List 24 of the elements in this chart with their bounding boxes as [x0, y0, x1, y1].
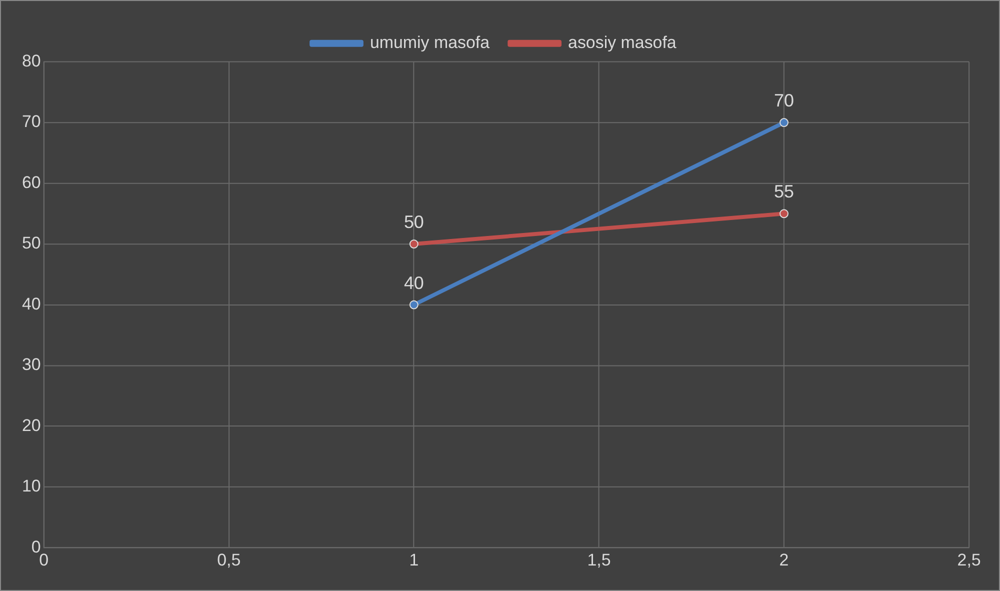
- y-tick-label: 20: [22, 416, 41, 435]
- x-tick-label: 1: [409, 550, 419, 570]
- y-tick-label: 60: [22, 172, 41, 192]
- x-tick-label: 1,5: [587, 550, 611, 570]
- point: [780, 209, 789, 218]
- legend-label: umumiy masofa: [370, 33, 490, 52]
- y-tick-label: 50: [22, 234, 41, 253]
- data-label: 40: [404, 272, 424, 293]
- point: [409, 240, 418, 249]
- y-tick-label: 80: [22, 51, 41, 70]
- point: [780, 118, 789, 128]
- y-tick-label: 40: [22, 294, 41, 314]
- y-tick-label: 0: [31, 537, 41, 556]
- data-label: 50: [404, 212, 424, 232]
- y-tick-label: 70: [22, 112, 41, 132]
- legend-label: asosiy masofa: [568, 33, 677, 52]
- point: [409, 300, 418, 310]
- x-tick-label: 2: [779, 550, 789, 570]
- x-tick-label: 2,5: [957, 550, 981, 570]
- x-tick-label: 0,5: [217, 550, 241, 570]
- y-tick-label: 30: [22, 355, 41, 374]
- data-label: 70: [774, 90, 794, 111]
- y-tick-label: 10: [22, 476, 41, 496]
- data-label: 55: [774, 182, 794, 202]
